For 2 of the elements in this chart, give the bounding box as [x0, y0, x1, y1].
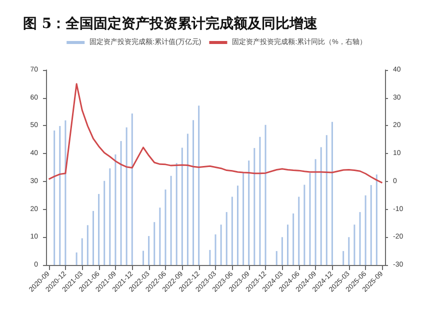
- chart-title: 图 5：全国固定资产投资累计完成额及同比增速: [23, 15, 319, 32]
- line-series: [48, 83, 383, 184]
